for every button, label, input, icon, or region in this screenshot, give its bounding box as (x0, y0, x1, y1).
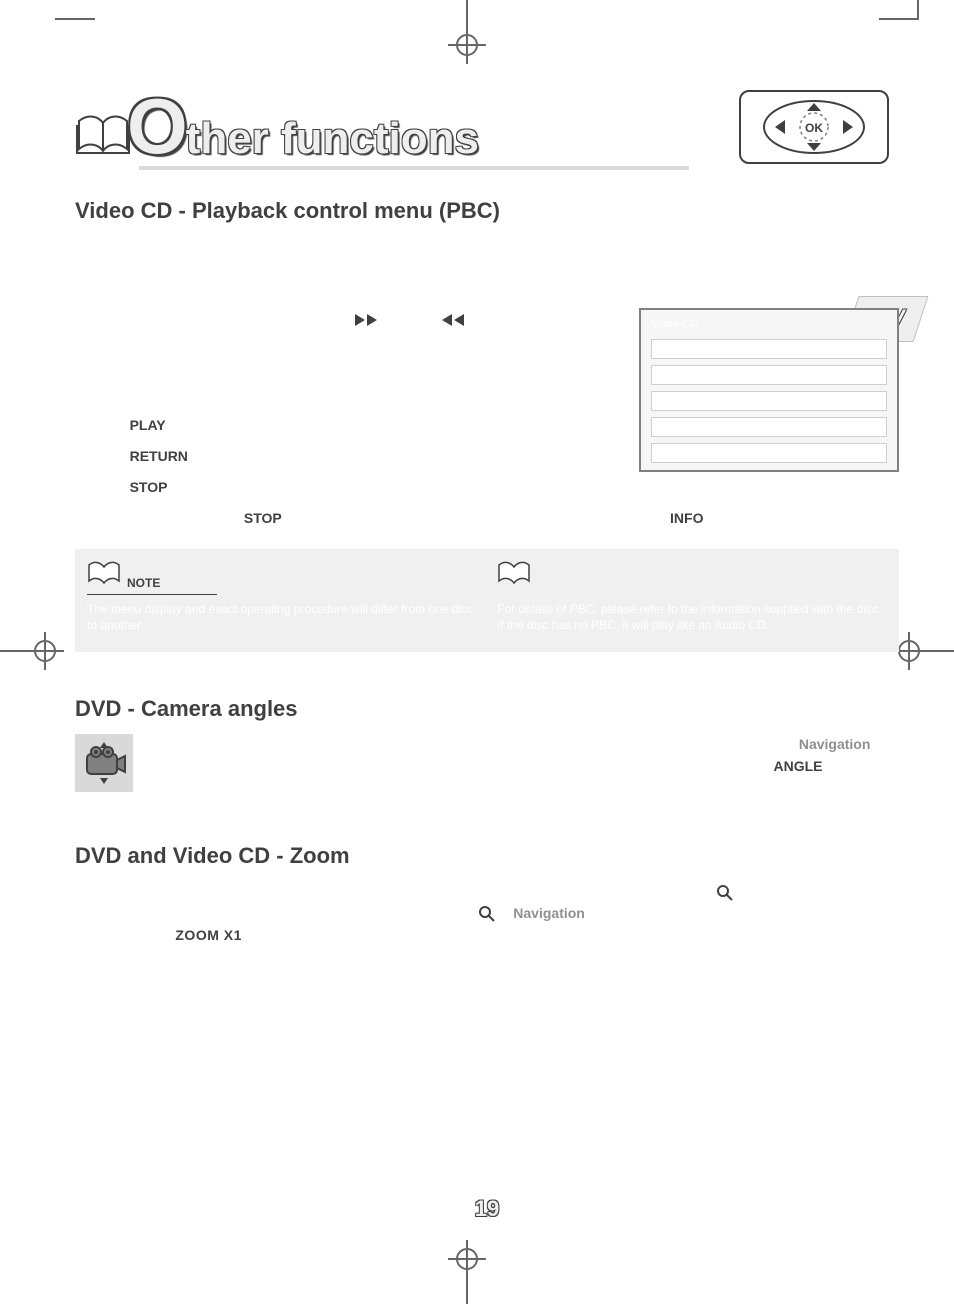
text: If the menu consists of a list of titles… (75, 365, 446, 402)
pbc-menu-line: When inserted, a Video CD with PBC will … (75, 281, 562, 297)
navigation-key: Navigation (799, 736, 871, 752)
page-title: ther functions (186, 114, 479, 164)
note-body: For details of PBC, please refer to the … (497, 601, 887, 618)
text: pressed twice), you can deactivate this … (286, 510, 670, 526)
camera-angle-icon (75, 734, 133, 792)
book-icon (497, 561, 531, 592)
angle-key: ANGLE (773, 758, 822, 774)
text: to begin playing the chosen sequence. (170, 417, 409, 433)
pbc-body: This function lets you interactively sel… (75, 248, 899, 652)
text: to go back to the menu. (192, 448, 338, 464)
section-heading-zoom: DVD and Video CD - Zoom (75, 843, 899, 869)
text: keys on the remote control to select the… (147, 758, 773, 774)
text: in the menu bar using the (737, 883, 895, 899)
registration-mark (44, 632, 46, 670)
text: NEXT or (383, 312, 440, 328)
text: Press (90, 448, 130, 464)
section-heading-pbc: Video CD - Playback control menu (PBC) (75, 198, 899, 224)
book-icon (75, 113, 131, 164)
next-icon (355, 311, 379, 332)
crop-mark (879, 18, 919, 20)
crop-mark (917, 0, 919, 18)
ok-label: OK (805, 121, 823, 135)
previous-icon (440, 311, 464, 332)
magnifier-icon (717, 883, 737, 899)
stop-key: STOP (130, 479, 168, 495)
text: Press (90, 417, 130, 433)
text: twice to remove the current disc menu. (171, 479, 411, 495)
zoom-value: 1 (234, 927, 242, 943)
text: Select the magnifying glass icon (513, 883, 717, 899)
text: is displayed on-screen. (245, 927, 388, 943)
page-number: 19 (75, 1196, 899, 1222)
menu-row (651, 417, 887, 437)
zoom-label: ZOOM X (175, 927, 233, 943)
crop-mark (55, 18, 95, 20)
note-body: If the disc has no PBC, it will play lik… (497, 617, 887, 634)
text: key. (707, 510, 732, 526)
note-body: The menu display and exact operating pro… (87, 601, 477, 635)
text: keys on the remote control. (589, 905, 758, 921)
play-key: PLAY (130, 417, 166, 433)
menu-row (651, 365, 887, 385)
return-key: RETURN (130, 448, 188, 464)
divider (87, 594, 217, 595)
note-heading: NOTE (127, 575, 160, 592)
text: PREVIOUS to display another page of the … (75, 334, 379, 350)
stop-key: STOP (244, 510, 282, 526)
text: This function zooms in on the picture an… (75, 883, 491, 921)
registration-mark (466, 26, 468, 64)
title-underline (139, 166, 689, 170)
ok-navigation-icon: OK (739, 90, 889, 164)
onscreen-menu-illustration: Video CD (639, 308, 899, 472)
pbc-intro: This function lets you interactively sel… (75, 250, 538, 266)
registration-mark (466, 1240, 468, 1278)
book-icon (87, 561, 121, 592)
registration-mark (908, 632, 910, 670)
menu-row (651, 391, 887, 411)
text: A few DVD discs contain scenes shot from… (147, 736, 799, 752)
text: Use the number keys to select a scene, o… (90, 312, 355, 328)
text: a zoom level — (75, 927, 175, 943)
page-header: O ther functions OK (75, 60, 899, 180)
notes-block: NOTE The menu display and exact operatin… (75, 549, 899, 652)
menu-row (651, 339, 887, 359)
text: Press (90, 479, 130, 495)
section-heading-angles: DVD - Camera angles (75, 696, 899, 722)
menu-row (651, 443, 887, 463)
magnifier-icon (479, 905, 495, 921)
menu-title: Video CD (651, 316, 887, 333)
navigation-key: Navigation (513, 905, 585, 921)
info-key: INFO (670, 510, 703, 526)
text: When the disc is stopped ( (75, 510, 240, 526)
page-title-initial: O (127, 95, 188, 157)
